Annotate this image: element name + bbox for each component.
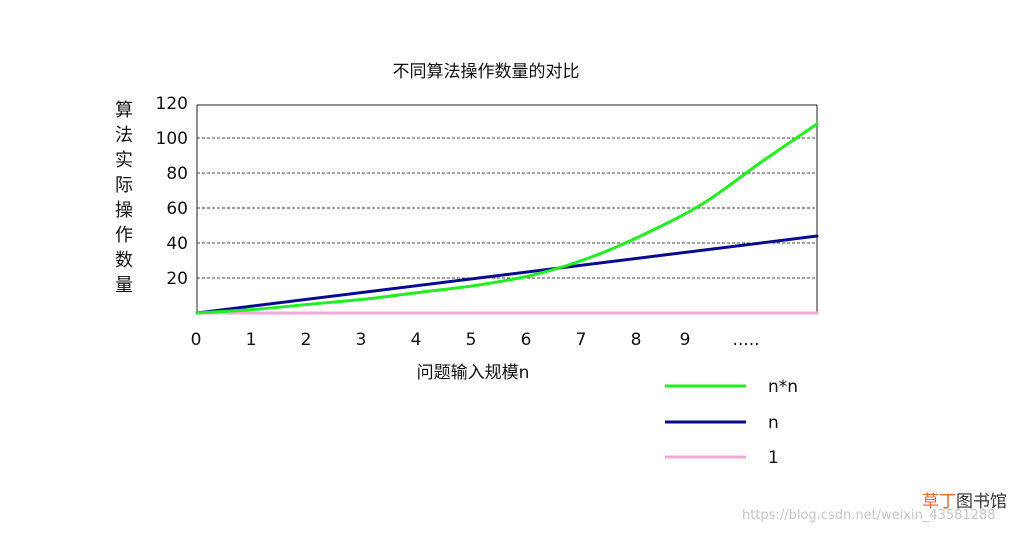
x-tick-label: 9 bbox=[680, 330, 691, 350]
legend-label: n*n bbox=[768, 377, 798, 397]
y-axis-label-char: 法 bbox=[115, 125, 133, 146]
chart-title: 不同算法操作数量的对比 bbox=[393, 62, 580, 82]
y-tick-label: 40 bbox=[166, 234, 188, 254]
x-tick-label: 2 bbox=[301, 330, 312, 350]
y-tick-label: 20 bbox=[166, 269, 188, 289]
y-tick-labels: 20 40 60 80 100 120 bbox=[156, 94, 188, 289]
legend-label: 1 bbox=[768, 448, 779, 468]
y-tick-label: 60 bbox=[166, 199, 188, 219]
x-tick-label: 7 bbox=[576, 330, 587, 350]
y-tick-label: 120 bbox=[156, 94, 188, 114]
y-tick-label: 100 bbox=[156, 129, 188, 149]
watermark-brand-accent: 草丁 bbox=[922, 492, 956, 512]
x-tick-label: ..... bbox=[732, 330, 759, 350]
y-axis-label-char: 数 bbox=[115, 250, 133, 271]
watermark-url: https://blog.csdn.net/weixin_43581288 bbox=[742, 508, 996, 523]
legend: n*n n 1 bbox=[665, 377, 798, 468]
x-axis-label: 问题输入规模n bbox=[417, 363, 530, 383]
watermark-brand-rest: 图书馆 bbox=[956, 492, 1007, 512]
x-tick-labels: 0 1 2 3 4 5 6 7 8 9..... bbox=[191, 330, 760, 350]
x-tick-label: 5 bbox=[466, 330, 477, 350]
watermark-brand: 草丁图书馆 bbox=[922, 487, 1007, 512]
y-tick-label: 80 bbox=[166, 164, 188, 184]
x-tick-label: 1 bbox=[246, 330, 257, 350]
x-tick-label: 6 bbox=[521, 330, 532, 350]
x-tick-label: 4 bbox=[411, 330, 422, 350]
x-tick-label: 0 bbox=[191, 330, 202, 350]
series-lines bbox=[195, 122, 819, 315]
y-axis-label-char: 算 bbox=[115, 100, 133, 121]
y-axis-label-char: 操 bbox=[115, 200, 133, 221]
grid-lines bbox=[197, 137, 817, 279]
y-axis-label-char: 量 bbox=[115, 275, 133, 296]
y-axis-label-char: 实 bbox=[115, 150, 133, 171]
series-line-n bbox=[195, 234, 819, 315]
y-axis-label-char: 际 bbox=[115, 175, 133, 196]
x-tick-label: 3 bbox=[356, 330, 367, 350]
x-tick-label: 8 bbox=[631, 330, 642, 350]
series-line-n*n bbox=[195, 122, 819, 315]
legend-label: n bbox=[768, 413, 779, 433]
y-axis-label-char: 作 bbox=[115, 225, 133, 246]
